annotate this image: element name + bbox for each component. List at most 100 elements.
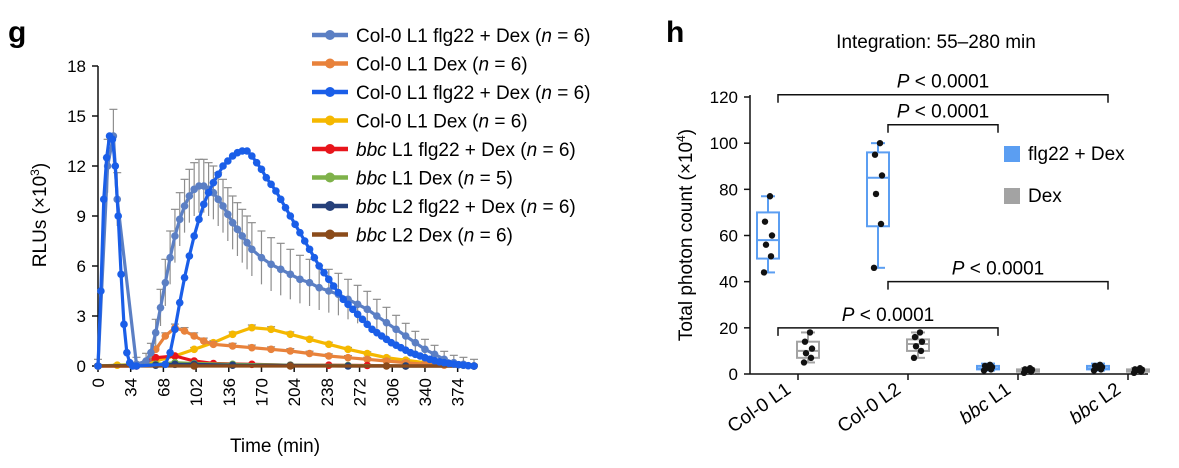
- panel-g-data-point: [411, 338, 420, 347]
- legend-count: = 6): [489, 112, 528, 133]
- panel-g-data-point: [305, 278, 314, 287]
- panel-g-data-point: [224, 210, 232, 219]
- legend-n: n: [541, 26, 552, 47]
- panel-g-data-point: [248, 343, 256, 352]
- panel-h-title: Integration: 55–280 min: [836, 32, 1036, 53]
- panel-g-x-tick-label: 204: [285, 378, 304, 406]
- panel-g-data-point: [204, 188, 213, 197]
- panel-h-data-point: [1131, 366, 1139, 373]
- panel-h-data-point: [1096, 361, 1104, 368]
- panel-g-data-point: [339, 295, 348, 304]
- category-label: Col-0 L1: [724, 379, 795, 437]
- panel-g-data-point: [180, 202, 189, 210]
- panel-h-data-point: [768, 232, 776, 239]
- panel-g-data-point: [228, 218, 237, 227]
- panel-g-data-point: [171, 325, 179, 334]
- panel-h-data-point: [767, 253, 775, 260]
- legend-count: = 5): [474, 169, 513, 190]
- panel-h-data-point: [876, 139, 884, 147]
- panel-g-data-point: [233, 225, 242, 234]
- panel-h-significance-label: P < 0.0001: [897, 72, 989, 93]
- panel-g-axes: 0 3 6 9 12 15 18 0 34 68 102 136 170 204 238 272 306 340 3…: [67, 57, 474, 406]
- panel-g-data-point: [363, 320, 372, 329]
- legend-n: n: [479, 55, 490, 76]
- p-value: < 0.0001: [909, 72, 989, 93]
- panel-g-x-tick-label: 170: [252, 378, 271, 406]
- panel-g-data-point: [108, 135, 117, 144]
- panel-g-data-point: [224, 157, 232, 165]
- panel-g-data-point: [151, 353, 160, 362]
- panel-g-legend-label: bbc L2 Dex (n = 6): [356, 226, 513, 247]
- panel-g-data-point: [267, 180, 275, 189]
- panel-h-y-tick-label: 40: [719, 273, 738, 292]
- panel-g-data-point: [300, 237, 309, 245]
- panel-h-data-point: [1021, 366, 1029, 373]
- panel-g-data-point: [320, 268, 328, 277]
- panel-g-data-point: [248, 245, 256, 254]
- panel-g-data-point: [120, 320, 128, 329]
- legend-n: n: [464, 226, 475, 247]
- panel-h-data-point: [808, 345, 816, 352]
- panel-g-data-point: [276, 265, 285, 274]
- panel-g-data-point: [315, 262, 323, 270]
- panel-g-x-tick-label: 102: [187, 378, 206, 406]
- panel-g-data-point: [214, 170, 223, 179]
- panel-h-data-point: [1136, 365, 1144, 372]
- panel-g-data-point: [185, 192, 194, 200]
- panel-g-data-point: [190, 232, 198, 240]
- panel-h-data-point: [870, 264, 878, 272]
- panel-g-data-point: [305, 245, 314, 254]
- panel-g-legend-swatch-marker: [325, 58, 335, 69]
- panel-h-significance-bracket: [887, 280, 1109, 290]
- panel-g-data-point: [147, 348, 155, 357]
- panel-h-box: [756, 211, 780, 260]
- panel-g-data-point: [291, 220, 299, 229]
- p-value: < 0.0001: [964, 259, 1044, 280]
- panel-g-data-point: [267, 260, 275, 269]
- panel-h-significance-bracket: [777, 327, 999, 336]
- legend-name: L2 flg22 + Dex (: [387, 197, 528, 218]
- panel-h-y-tick-label: 20: [719, 319, 738, 338]
- panel-h-significance-label: P < 0.0001: [952, 259, 1044, 280]
- panel-h-data-point: [801, 338, 809, 345]
- panel-g-data-point: [464, 361, 473, 370]
- p-symbol: P: [842, 305, 855, 326]
- legend-name: Col-0 L1 flg22 + Dex (: [356, 83, 542, 104]
- panel-g-legend: Col-0 L1 flg22 + Dex (n = 6)Col-0 L1 Dex…: [312, 26, 590, 247]
- legend-name: Col-0 L1 flg22 + Dex (: [356, 26, 542, 47]
- panel-h-x-tick-label: bbc L2: [1066, 379, 1125, 429]
- legend-italic-prefix: bbc: [356, 197, 387, 218]
- legend-n: n: [464, 169, 475, 190]
- panel-g-data-point: [286, 270, 295, 279]
- legend-n: n: [479, 112, 490, 133]
- panel-g-data-point: [190, 362, 198, 370]
- panel-label-h: h: [666, 16, 684, 49]
- category-label: Col-0 L2: [834, 379, 905, 437]
- panel-g-x-tick-label: 68: [154, 378, 173, 397]
- panel-label-g: g: [8, 16, 26, 49]
- panel-h-data-point: [877, 220, 885, 228]
- legend-n: n: [527, 140, 538, 161]
- panel-g-data-point: [166, 348, 174, 357]
- panel-g-data-point: [272, 187, 280, 195]
- panel-g-data-point: [286, 212, 295, 220]
- panel-g-data-point: [99, 195, 108, 204]
- panel-g-data-point: [257, 253, 266, 262]
- p-value: < 0.0001: [854, 305, 934, 326]
- panel-g-legend-label: Col-0 L1 Dex (n = 6): [356, 55, 528, 76]
- panel-g-data-point: [151, 328, 160, 337]
- panel-g-legend-swatch-marker: [325, 172, 335, 183]
- panel-h-data-point: [912, 343, 920, 350]
- panel-h-y-tick-label: 0: [729, 365, 738, 384]
- panel-h-significance-bracket: [887, 123, 999, 133]
- panel-g-data-point: [392, 325, 400, 334]
- legend-italic-prefix: bbc: [356, 226, 387, 247]
- panel-g-data-point: [344, 353, 352, 362]
- panel-h-box-plot: Integration: 55–280 min 0 20 40 60 80 100 120 C…: [674, 32, 1150, 437]
- legend-name: L1 flg22 + Dex (: [387, 140, 528, 161]
- panel-g-data-point: [214, 195, 223, 204]
- panel-h-x-tick-label: Col-0 L1: [724, 379, 795, 437]
- panel-g-data-point: [243, 147, 251, 155]
- legend-n: n: [527, 197, 538, 218]
